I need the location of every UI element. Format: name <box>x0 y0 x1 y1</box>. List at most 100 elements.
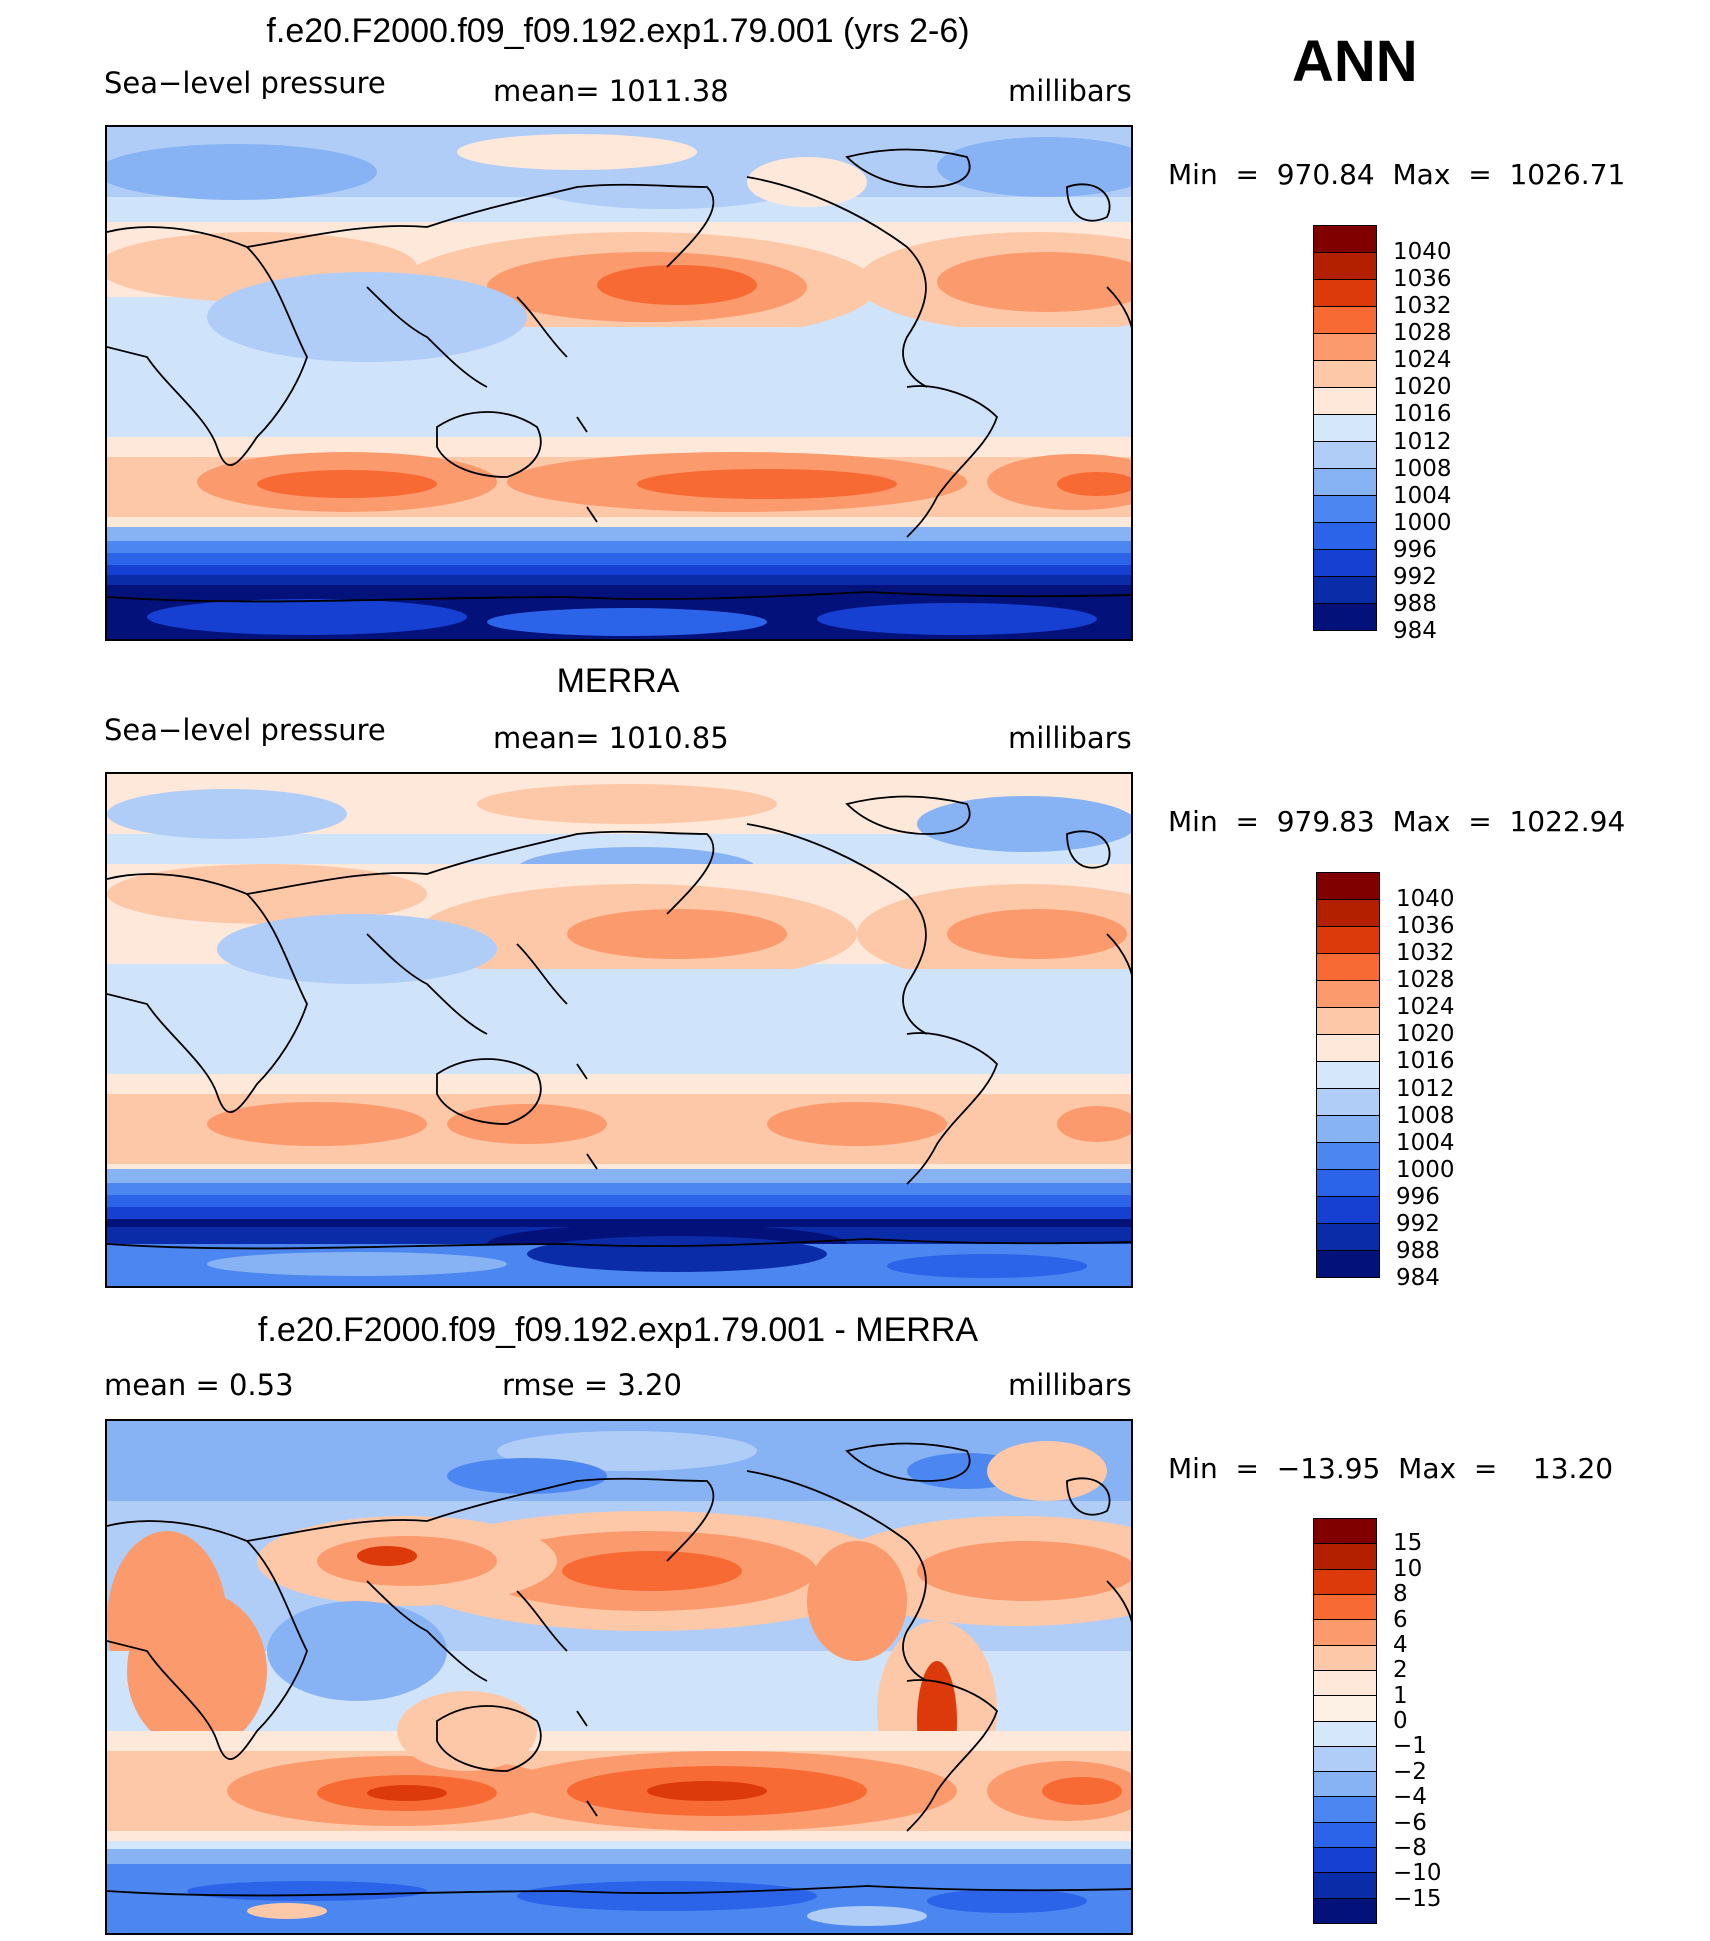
colorbar-swatch <box>1314 415 1376 442</box>
colorbar-tick-label: 1036 <box>1393 266 1452 293</box>
colorbar-swatch <box>1317 1116 1379 1143</box>
colorbar-swatch <box>1317 1197 1379 1224</box>
panel3-colorbar <box>1313 1518 1377 1924</box>
panel3-units-label: millibars <box>1008 1368 1132 1402</box>
colorbar-swatch <box>1314 307 1376 334</box>
colorbar-tick-label: 1020 <box>1393 374 1452 401</box>
colorbar-tick-label: 1016 <box>1393 401 1452 428</box>
colorbar-swatch <box>1314 1544 1376 1570</box>
colorbar-swatch <box>1317 1008 1379 1035</box>
panel2-units-label: millibars <box>1008 721 1132 755</box>
colorbar-tick-label: 1024 <box>1396 994 1455 1021</box>
colorbar-swatch <box>1314 442 1376 469</box>
colorbar-tick-label: 1028 <box>1393 320 1452 347</box>
colorbar-swatch <box>1317 1224 1379 1251</box>
colorbar-swatch <box>1314 280 1376 307</box>
colorbar-swatch <box>1317 1251 1379 1277</box>
colorbar-tick-label: 1000 <box>1393 509 1452 536</box>
colorbar-tick-label: 6 <box>1393 1606 1408 1633</box>
colorbar-tick-label: 1020 <box>1396 1021 1455 1048</box>
panel3-map <box>105 1419 1133 1935</box>
colorbar-tick-label: 1 <box>1393 1682 1408 1709</box>
colorbar-tick-label: 10 <box>1393 1555 1423 1582</box>
panel2-colorbar-labels: 1040 1036 1032 1028 1024 1020 1016 1012 1008 1004… <box>1396 872 1516 1290</box>
colorbar-swatch <box>1317 927 1379 954</box>
colorbar-swatch <box>1314 1772 1376 1798</box>
colorbar-tick-label: 1008 <box>1396 1102 1455 1129</box>
colorbar-swatch <box>1314 1721 1376 1747</box>
panel2-map-svg <box>107 774 1131 1286</box>
panel1-map <box>105 125 1133 641</box>
panel1-colorbar-labels: 1040 1036 1032 1028 1024 1020 1016 1012 1008 1004… <box>1393 225 1513 643</box>
colorbar-swatch <box>1314 1797 1376 1823</box>
colorbar-tick-label: 1000 <box>1396 1156 1455 1183</box>
colorbar-tick-label: −8 <box>1393 1834 1427 1861</box>
panel1-variable-label: Sea−level pressure <box>104 66 386 100</box>
panel1-colorbar <box>1313 225 1377 631</box>
colorbar-swatch <box>1317 1143 1379 1170</box>
panel2-map <box>105 772 1133 1288</box>
colorbar-tick-label: 1032 <box>1396 940 1455 967</box>
panel3-mean-label: mean = 0.53 <box>104 1368 294 1402</box>
colorbar-tick-label: 1024 <box>1393 347 1452 374</box>
colorbar-tick-label: 992 <box>1396 1210 1440 1237</box>
colorbar-swatch <box>1314 334 1376 361</box>
panel1-map-svg <box>107 127 1131 639</box>
colorbar-tick-label: −2 <box>1393 1758 1427 1785</box>
panel1-mean-label: mean= 1011.38 <box>493 74 729 108</box>
colorbar-tick-label: −10 <box>1393 1860 1442 1887</box>
season-label: ANN <box>1292 29 1418 94</box>
colorbar-swatch <box>1317 900 1379 927</box>
colorbar-tick-label: 992 <box>1393 563 1437 590</box>
colorbar-tick-label: 8 <box>1393 1581 1408 1608</box>
panel3-colorbar-labels: 15 10 8 6 4 2 1 0 −1 −2 −4 −6 −8 −10 −15 <box>1393 1518 1513 1924</box>
colorbar-tick-label: 4 <box>1393 1631 1408 1658</box>
colorbar-tick-label: 1016 <box>1396 1048 1455 1075</box>
colorbar-swatch <box>1317 1170 1379 1197</box>
colorbar-tick-label: 1040 <box>1393 239 1452 266</box>
colorbar-swatch <box>1314 1519 1376 1545</box>
colorbar-swatch <box>1314 1594 1376 1621</box>
colorbar-swatch <box>1314 226 1376 253</box>
colorbar-tick-label: 996 <box>1393 536 1437 563</box>
panel2-title: MERRA <box>556 662 680 700</box>
colorbar-swatch <box>1314 388 1376 415</box>
colorbar-swatch <box>1314 1898 1376 1923</box>
panel3-minmax-label: Min = −13.95 Max = 13.20 <box>1168 1452 1614 1485</box>
panel1-title: f.e20.F2000.f09_f09.192.exp1.79.001 (yrs… <box>266 12 970 50</box>
colorbar-tick-label: −1 <box>1393 1733 1427 1760</box>
colorbar-swatch <box>1314 469 1376 496</box>
colorbar-swatch <box>1314 577 1376 604</box>
colorbar-swatch <box>1314 496 1376 523</box>
colorbar-swatch <box>1314 604 1376 630</box>
colorbar-swatch <box>1317 873 1379 900</box>
colorbar-swatch <box>1314 1822 1376 1849</box>
colorbar-tick-label: 1012 <box>1396 1075 1455 1102</box>
colorbar-tick-label: 1028 <box>1396 967 1455 994</box>
colorbar-swatch <box>1314 523 1376 550</box>
colorbar-swatch <box>1314 1873 1376 1899</box>
colorbar-tick-label: −4 <box>1393 1784 1427 1811</box>
colorbar-swatch <box>1317 1089 1379 1116</box>
panel2-variable-label: Sea−level pressure <box>104 713 386 747</box>
colorbar-swatch <box>1314 361 1376 388</box>
panel2-mean-label: mean= 1010.85 <box>493 721 729 755</box>
colorbar-tick-label: 1004 <box>1396 1129 1455 1156</box>
panel3-map-svg <box>107 1421 1131 1933</box>
colorbar-swatch <box>1314 1696 1376 1722</box>
colorbar-tick-label: 1004 <box>1393 482 1452 509</box>
colorbar-swatch <box>1317 981 1379 1008</box>
panel2-colorbar <box>1316 872 1380 1278</box>
colorbar-swatch <box>1314 1746 1376 1773</box>
colorbar-tick-label: 1040 <box>1396 886 1455 913</box>
colorbar-swatch <box>1314 1620 1376 1646</box>
colorbar-tick-label: 1008 <box>1393 455 1452 482</box>
panel3-rmse-label: rmse = 3.20 <box>502 1368 682 1402</box>
colorbar-swatch <box>1314 253 1376 280</box>
colorbar-tick-label: 0 <box>1393 1708 1408 1734</box>
colorbar-tick-label: 988 <box>1393 590 1437 617</box>
colorbar-tick-label: 984 <box>1396 1265 1440 1291</box>
colorbar-tick-label: 2 <box>1393 1657 1408 1684</box>
panel3-title: f.e20.F2000.f09_f09.192.exp1.79.001 - ME… <box>257 1311 979 1349</box>
colorbar-tick-label: 984 <box>1393 618 1437 644</box>
